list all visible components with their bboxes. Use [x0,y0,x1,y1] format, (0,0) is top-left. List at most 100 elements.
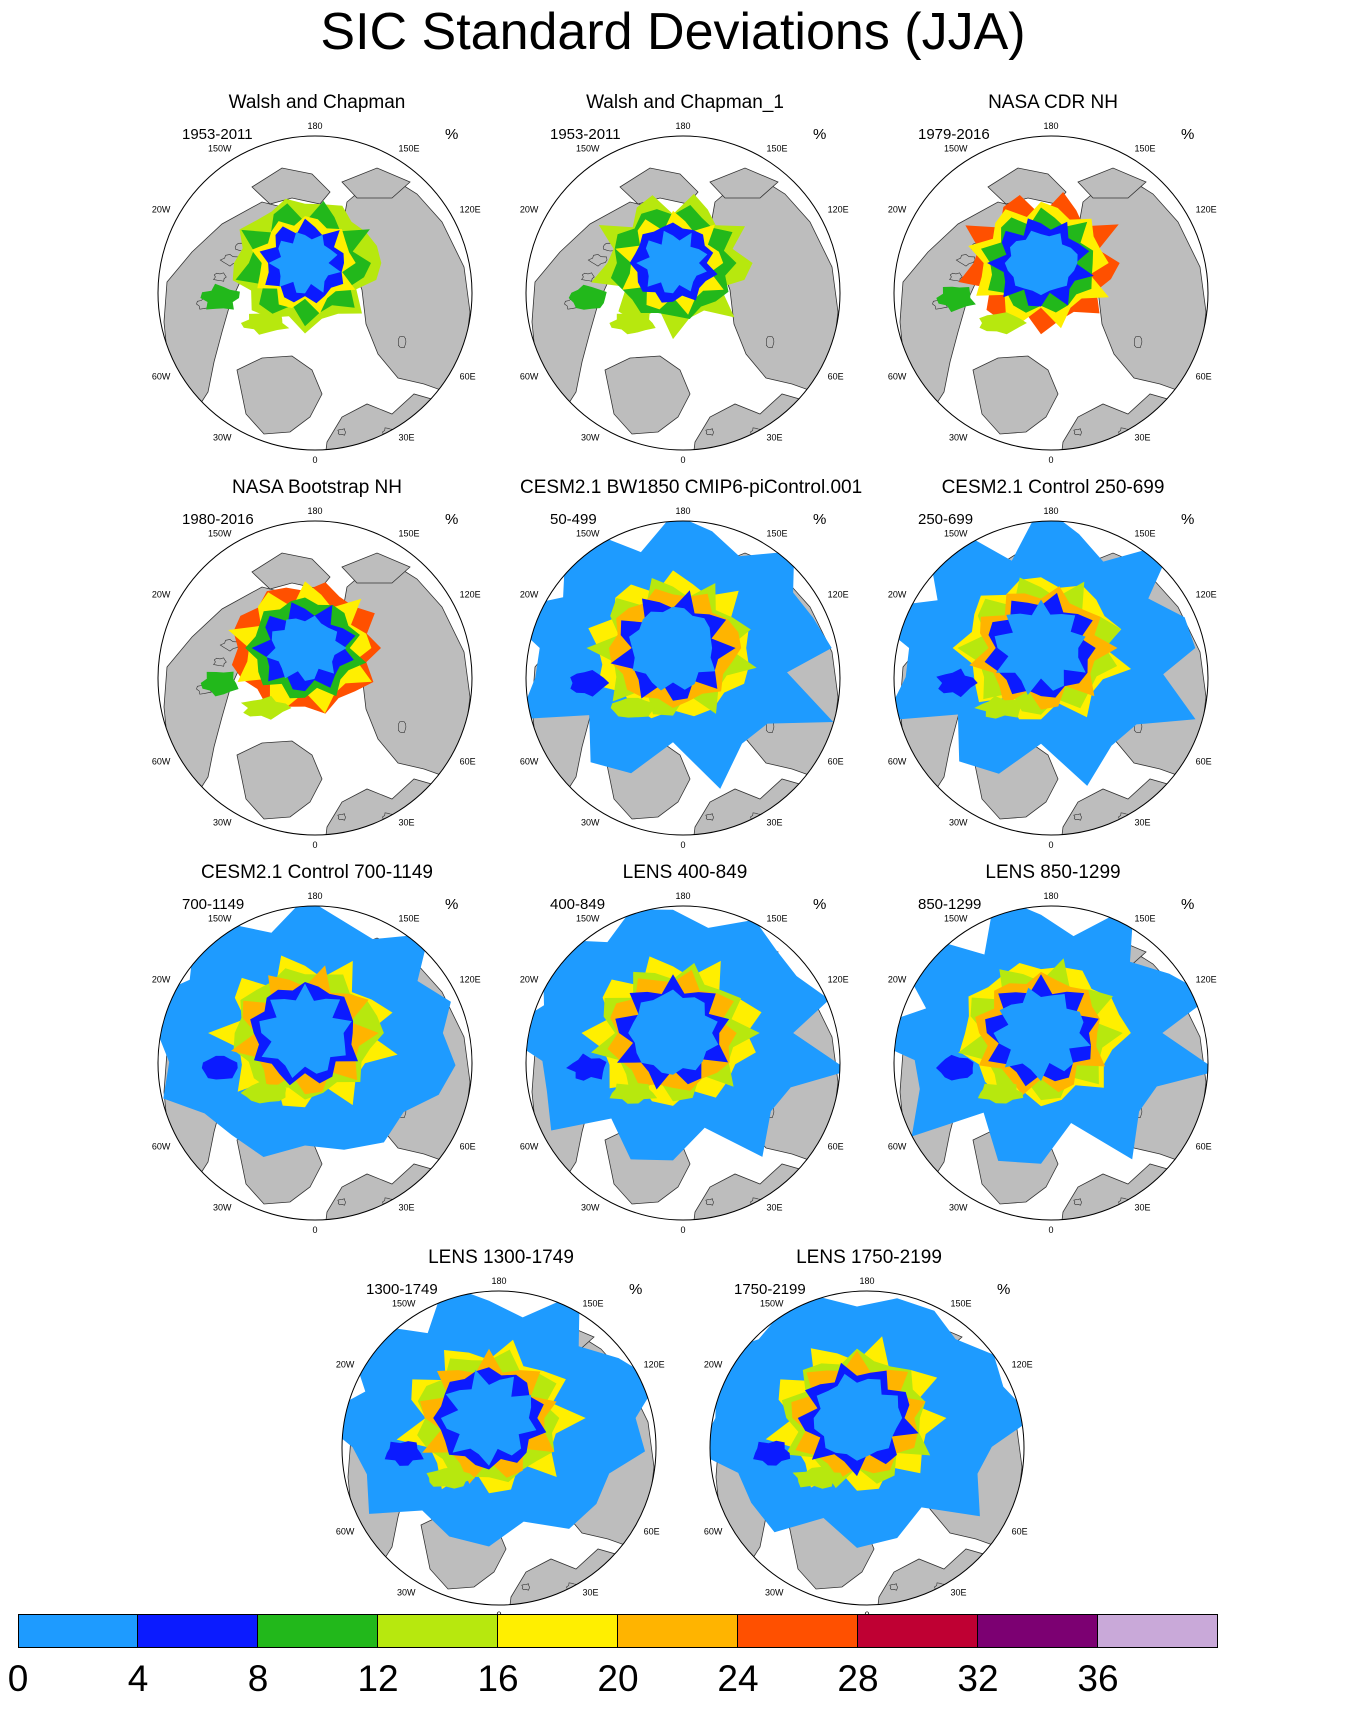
map-panel: 180150E120E90E60E30E030W60W90W120W150WWa… [520,92,850,472]
longitude-label: 60E [460,372,476,382]
landmass [251,167,331,205]
sic-contour-band [426,1467,475,1489]
map-panel: 180150E120E90E60E30E030W60W90W120W150WCE… [520,477,862,857]
colorbar-segment [138,1614,258,1648]
longitude-label: 180 [1043,506,1058,516]
sic-contour-band [568,284,607,310]
longitude-label: 150W [392,1298,416,1308]
polar-map: 180150E120E90E60E30E030W60W90W120W150W [152,506,481,850]
map-field [710,1291,1024,1605]
polar-map: 180150E120E90E60E30E030W60W90W120W150W [888,121,1217,465]
island [1073,428,1082,436]
longitude-label: 150E [767,143,788,153]
longitude-label: 120W [520,975,539,985]
longitude-label: 150W [944,528,968,538]
island [705,428,714,436]
panel-title: LENS 1750-2199 [796,1247,942,1268]
map-field [894,136,1208,450]
sic-contour-band [384,1441,424,1466]
longitude-label: 30W [213,818,232,828]
island [766,336,775,348]
panel-title: LENS 850-1299 [985,862,1121,883]
sic-contour-band [936,286,976,313]
longitude-label: 30W [397,1588,416,1598]
sic-contour-band [792,1466,844,1489]
longitude-label: 60E [1196,372,1212,382]
panel-unit: % [1181,896,1195,913]
panel-title: NASA CDR NH [988,92,1118,113]
landmass [236,740,323,820]
sic-contour-band [936,1054,974,1081]
sea-ice-field [526,521,834,789]
longitude-label: 0 [680,840,685,850]
colorbar-tick-label: 4 [127,1658,149,1699]
map-boundary [893,520,1209,836]
longitude-label: 60E [828,372,844,382]
longitude-label: 0 [312,1225,317,1235]
colorbar-segment [738,1614,858,1648]
panel-period: 1300-1749 [366,1281,438,1298]
map-panel: 180150E120E90E60E30E030W60W90W120W150WCE… [152,862,482,1242]
longitude-label: 180 [307,121,322,131]
sic-contour-band [994,599,1086,695]
landmass [341,167,411,199]
longitude-label: 180 [675,891,690,901]
polar-map: 180150E120E90E60E30E030W60W90W120W150W [704,1276,1033,1620]
sic-contour-band [936,668,978,698]
sea-ice-field [342,1291,656,1547]
sic-contour-band [201,1055,238,1080]
panel-title: CESM2.1 Control 250-699 [941,477,1165,498]
sea-ice-field [710,1296,1024,1548]
map-field [158,906,472,1220]
longitude-label: 60W [520,757,539,767]
longitude-label: 150W [208,528,232,538]
longitude-label: 60W [520,1142,539,1152]
longitude-label: 150E [583,1298,604,1308]
landmass [604,355,691,435]
map-panel: 180150E120E90E60E30E030W60W90W120W150WWa… [152,92,482,472]
colorbar-segment [378,1614,498,1648]
longitude-label: 180 [1043,891,1058,901]
sic-contour-band [610,697,655,718]
longitude-label: 150E [1135,528,1156,538]
island [337,428,346,436]
longitude-label: 60W [152,1142,171,1152]
longitude-label: 60W [704,1527,723,1537]
longitude-label: 60W [888,372,907,382]
island [219,639,240,652]
longitude-label: 30W [581,818,600,828]
island [213,657,227,667]
colorbar-tick-label: 12 [357,1658,399,1699]
longitude-label: 180 [675,121,690,131]
island [955,254,976,267]
panel-period: 1980-2016 [182,511,254,528]
longitude-label: 120E [1196,975,1217,985]
map-boundary [157,520,473,836]
sea-ice-field [936,192,1120,335]
map-boundary [709,1290,1025,1606]
polar-map: 180150E120E90E60E30E030W60W90W120W150W [888,506,1217,850]
longitude-label: 30W [581,433,600,443]
longitude-label: 0 [680,455,685,465]
landmass [236,355,323,435]
longitude-label: 30W [765,1588,784,1598]
panel-period: 50-499 [550,511,597,528]
longitude-label: 150W [576,528,600,538]
panel-period: 1953-2011 [550,126,621,143]
panel-title: LENS 1300-1749 [428,1247,574,1268]
longitude-label: 150W [760,1298,784,1308]
map-boundary [525,520,841,836]
polar-map: 180150E120E90E60E30E030W60W90W120W150W [336,1276,665,1620]
colorbar-tick-label: 8 [247,1658,269,1699]
map-panel: 180150E120E90E60E30E030W60W90W120W150WCE… [888,477,1218,857]
longitude-label: 150E [767,528,788,538]
longitude-label: 180 [1043,121,1058,131]
longitude-label: 60E [460,757,476,767]
sea-ice-field [894,521,1196,786]
longitude-label: 120E [828,590,849,600]
landmass [341,552,411,584]
longitude-label: 150E [399,528,420,538]
sic-contour-band [629,606,716,691]
polar-map: 180150E120E90E60E30E030W60W90W120W150W [888,891,1217,1235]
longitude-label: 150W [208,143,232,153]
